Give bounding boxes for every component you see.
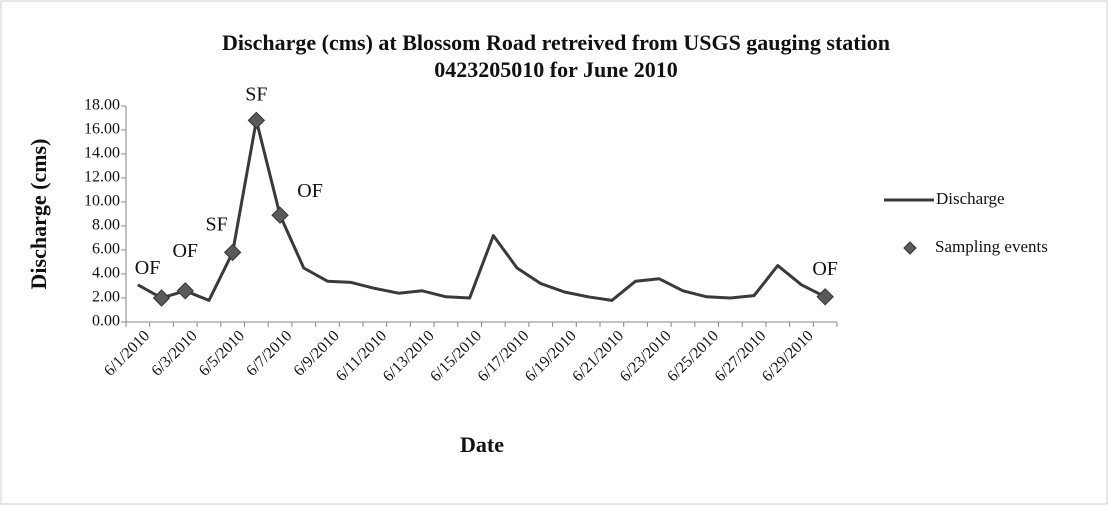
legend-marker — [903, 241, 917, 255]
sampling-marker — [816, 288, 834, 306]
chart-title: 0423205010 for June 2010 — [434, 57, 677, 82]
y-tick-label: 6.00 — [92, 241, 120, 258]
discharge-line — [137, 118, 826, 302]
sampling-marker — [271, 206, 289, 224]
legend-label: Sampling events — [935, 237, 1048, 256]
y-tick-label: 4.00 — [92, 265, 120, 282]
y-tick-label: 12.00 — [84, 169, 120, 186]
sampling-marker — [223, 243, 242, 262]
point-label: SF — [245, 83, 267, 105]
sampling-marker — [152, 289, 171, 307]
chart-title: Discharge (cms) at Blossom Road retreive… — [222, 30, 890, 55]
y-tick-label: 18.00 — [84, 97, 120, 114]
y-tick-label: 10.00 — [84, 193, 120, 210]
point-label: OF — [812, 258, 838, 280]
y-tick-label: 8.00 — [92, 217, 120, 234]
y-axis-title: Discharge (cms) — [26, 139, 51, 290]
point-label: OF — [172, 240, 198, 262]
y-tick-label: 0.00 — [92, 313, 120, 330]
y-tick-label: 14.00 — [84, 145, 120, 162]
x-axis-title: Date — [460, 432, 504, 457]
sampling-marker — [247, 111, 266, 130]
point-label: OF — [135, 257, 161, 279]
y-tick-label: 16.00 — [84, 121, 120, 138]
legend-label: Discharge — [936, 189, 1005, 208]
point-label: SF — [206, 213, 228, 235]
sampling-marker — [176, 282, 194, 300]
y-tick-label: 2.00 — [92, 289, 120, 306]
point-label: OF — [297, 180, 323, 202]
